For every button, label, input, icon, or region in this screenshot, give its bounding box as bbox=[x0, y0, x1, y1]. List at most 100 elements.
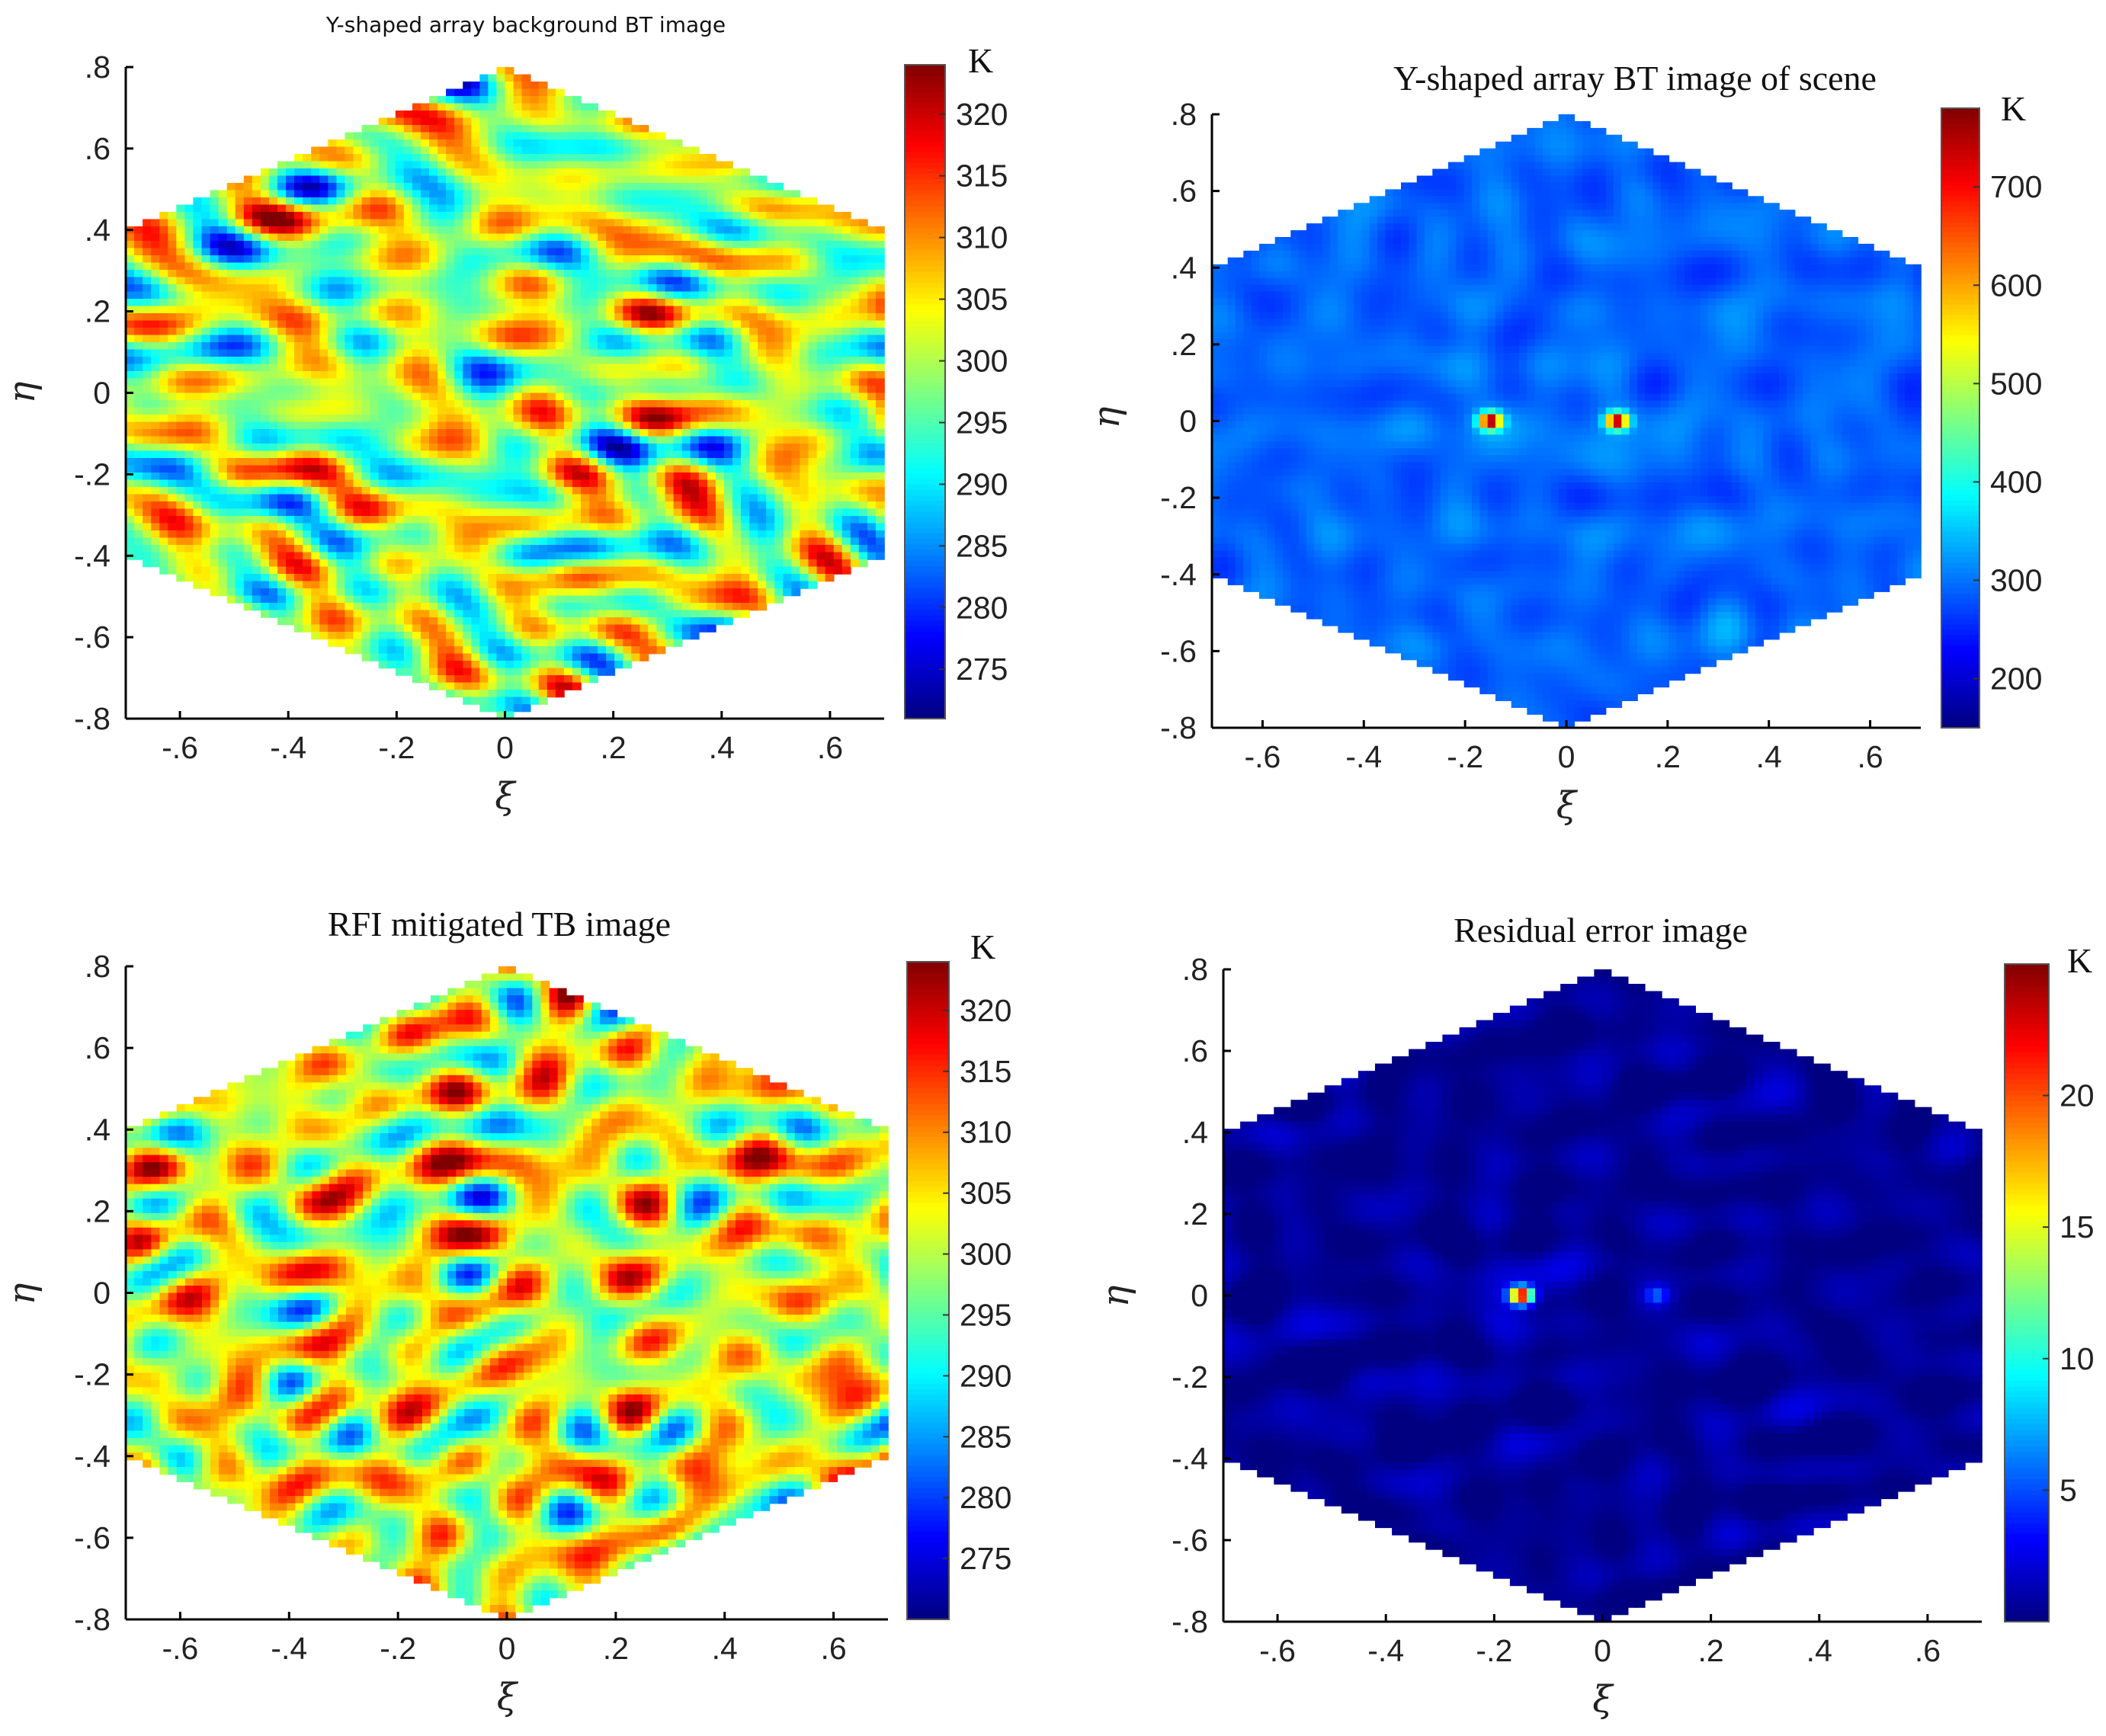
x-tick-label: .4 bbox=[709, 730, 735, 765]
heatmap-field bbox=[1212, 114, 1922, 729]
colorbar-tick-label: 290 bbox=[956, 466, 1008, 501]
y-tick-label: .6 bbox=[85, 1030, 111, 1065]
y-tick-label: -.2 bbox=[1160, 480, 1197, 515]
y-axis-label: η bbox=[1095, 1285, 1137, 1307]
y-tick-label: -.6 bbox=[1160, 633, 1197, 668]
colorbar-tick-label: 10 bbox=[2060, 1341, 2095, 1376]
y-tick-label: -.2 bbox=[1172, 1360, 1208, 1395]
colorbar-tick-label: 700 bbox=[1990, 169, 2042, 204]
colorbar-unit-label: K bbox=[970, 927, 995, 966]
colorbar-tick-label: 310 bbox=[956, 220, 1008, 255]
colorbar-tick-label: 20 bbox=[2060, 1078, 2095, 1113]
y-tick-label: -.4 bbox=[74, 538, 111, 573]
y-tick-label: -.8 bbox=[1172, 1604, 1208, 1639]
x-axis-label: ξ bbox=[495, 775, 517, 818]
x-tick-label: .2 bbox=[1698, 1633, 1724, 1668]
y-tick-label: -.6 bbox=[74, 1520, 111, 1555]
x-tick-label: 0 bbox=[1558, 739, 1575, 774]
colorbar-tick-label: 305 bbox=[956, 282, 1008, 317]
colorbar-tick-label: 300 bbox=[960, 1237, 1011, 1272]
colorbar-unit-label: K bbox=[2067, 941, 2092, 980]
x-tick-label: -.6 bbox=[162, 1631, 198, 1666]
y-tick-label: -.2 bbox=[74, 456, 111, 492]
x-tick-label: -.6 bbox=[162, 730, 198, 765]
colorbar-tick-label: 275 bbox=[956, 652, 1008, 687]
colorbar: 320 315 310 305 300 295 290 285 280 275 K bbox=[906, 927, 1011, 1620]
colorbar-tick-label: 300 bbox=[1990, 562, 2042, 597]
x-axis-label: ξ bbox=[1556, 784, 1579, 827]
x-tick-label: -.4 bbox=[270, 730, 306, 765]
x-tick-label: -.4 bbox=[1345, 739, 1382, 774]
x-axis-label: ξ bbox=[497, 1676, 519, 1718]
heatmap-field bbox=[126, 67, 885, 719]
colorbar-tick-label: 200 bbox=[1990, 661, 2042, 696]
y-tick-label: -.6 bbox=[74, 620, 111, 655]
y-tick-label: 0 bbox=[1191, 1278, 1208, 1313]
heatmap-field bbox=[126, 966, 889, 1620]
x-tick-label: .2 bbox=[601, 730, 627, 765]
colorbar-tick-label: 295 bbox=[956, 405, 1008, 440]
x-tick-label: .6 bbox=[820, 1631, 846, 1666]
x-tick-label: -.2 bbox=[378, 730, 415, 765]
x-tick-label: .2 bbox=[603, 1631, 629, 1666]
x-tick-label: -.2 bbox=[1447, 739, 1483, 774]
colorbar-tick-label: 500 bbox=[1990, 366, 2042, 401]
y-tick-label: .4 bbox=[85, 1112, 111, 1147]
y-axis-label: η bbox=[1, 381, 43, 403]
y-tick-label: .8 bbox=[85, 949, 111, 984]
chart-title: Residual error image bbox=[1454, 911, 1748, 950]
colorbar-tick-label: 400 bbox=[1990, 464, 2042, 499]
x-tick-label: -.4 bbox=[1367, 1633, 1404, 1668]
colorbar-tick-label: 320 bbox=[960, 993, 1011, 1028]
x-tick-label: .6 bbox=[1857, 739, 1883, 774]
colorbar-tick-label: 295 bbox=[960, 1297, 1011, 1332]
heatmap-field bbox=[1223, 969, 1983, 1622]
colorbar-tick-label: 290 bbox=[960, 1358, 1011, 1393]
x-tick-label: 0 bbox=[498, 1631, 516, 1666]
colorbar-tick-label: 285 bbox=[956, 528, 1008, 563]
colorbar: 320 315 310 305 300 295 290 285 280 275 K bbox=[904, 41, 1008, 719]
x-tick-label: .2 bbox=[1655, 739, 1681, 774]
y-axis-label: η bbox=[1085, 406, 1128, 428]
y-axis-label: η bbox=[1, 1283, 43, 1305]
x-tick-label: .4 bbox=[712, 1631, 738, 1666]
colorbar-tick-label: 315 bbox=[956, 159, 1008, 194]
y-tick-label: -.4 bbox=[74, 1439, 111, 1474]
chart-panel-4: -.6 -.4 -.2 0 .2 .4 .6 .8 .6 .4 .2 0 -.2 -.4 -.6 -.8 ξ η R… bbox=[1095, 911, 2095, 1721]
x-tick-label: -.6 bbox=[1244, 739, 1281, 774]
y-tick-label: .2 bbox=[1171, 327, 1197, 362]
colorbar-tick-label: 320 bbox=[956, 97, 1008, 132]
y-tick-label: .6 bbox=[1182, 1033, 1208, 1068]
y-tick-label: .2 bbox=[85, 294, 111, 329]
chart-panel-1: -.6 -.4 -.2 0 .2 .4 .6 .8 .6 .4 .2 0 -.2 -.4 -.6 -.8 ξ η Y… bbox=[1, 12, 1008, 818]
x-tick-label: -.4 bbox=[271, 1631, 307, 1666]
colorbar-tick-label: 300 bbox=[956, 344, 1008, 379]
colorbar-tick-label: 600 bbox=[1990, 267, 2042, 303]
y-tick-label: .4 bbox=[85, 213, 111, 248]
chart-title: Y-shaped array BT image of scene bbox=[1393, 59, 1877, 98]
y-tick-label: -.4 bbox=[1160, 557, 1197, 592]
colorbar-tick-label: 275 bbox=[960, 1541, 1011, 1576]
y-tick-label: -.8 bbox=[1160, 710, 1197, 745]
chart-title: Y-shaped array background BT image bbox=[325, 12, 726, 37]
y-tick-label: 0 bbox=[93, 376, 111, 411]
y-tick-label: -.8 bbox=[74, 701, 111, 736]
x-tick-label: .4 bbox=[1756, 739, 1782, 774]
x-tick-label: .6 bbox=[817, 730, 843, 765]
y-tick-label: -.2 bbox=[74, 1357, 111, 1392]
colorbar: 700 600 500 400 300 200 K bbox=[1941, 89, 2042, 729]
y-tick-label: .4 bbox=[1171, 250, 1197, 285]
colorbar-tick-label: 15 bbox=[2060, 1209, 2095, 1244]
colorbar-tick-label: 285 bbox=[960, 1419, 1011, 1454]
chart-panel-3: -.6 -.4 -.2 0 .2 .4 .6 .8 .6 .4 .2 0 -.2 -.4 -.6 -.8 ξ η R… bbox=[1, 905, 1011, 1718]
x-tick-label: 0 bbox=[496, 730, 514, 765]
colorbar-tick-label: 5 bbox=[2060, 1472, 2077, 1507]
x-tick-label: -.2 bbox=[1476, 1633, 1512, 1668]
colorbar-tick-label: 310 bbox=[960, 1115, 1011, 1150]
y-tick-label: -.4 bbox=[1172, 1441, 1208, 1476]
y-tick-label: .2 bbox=[85, 1193, 111, 1228]
colorbar-tick-label: 280 bbox=[956, 590, 1008, 625]
y-tick-label: 0 bbox=[1179, 404, 1197, 439]
colorbar: 20 15 10 5 K bbox=[2004, 941, 2095, 1622]
